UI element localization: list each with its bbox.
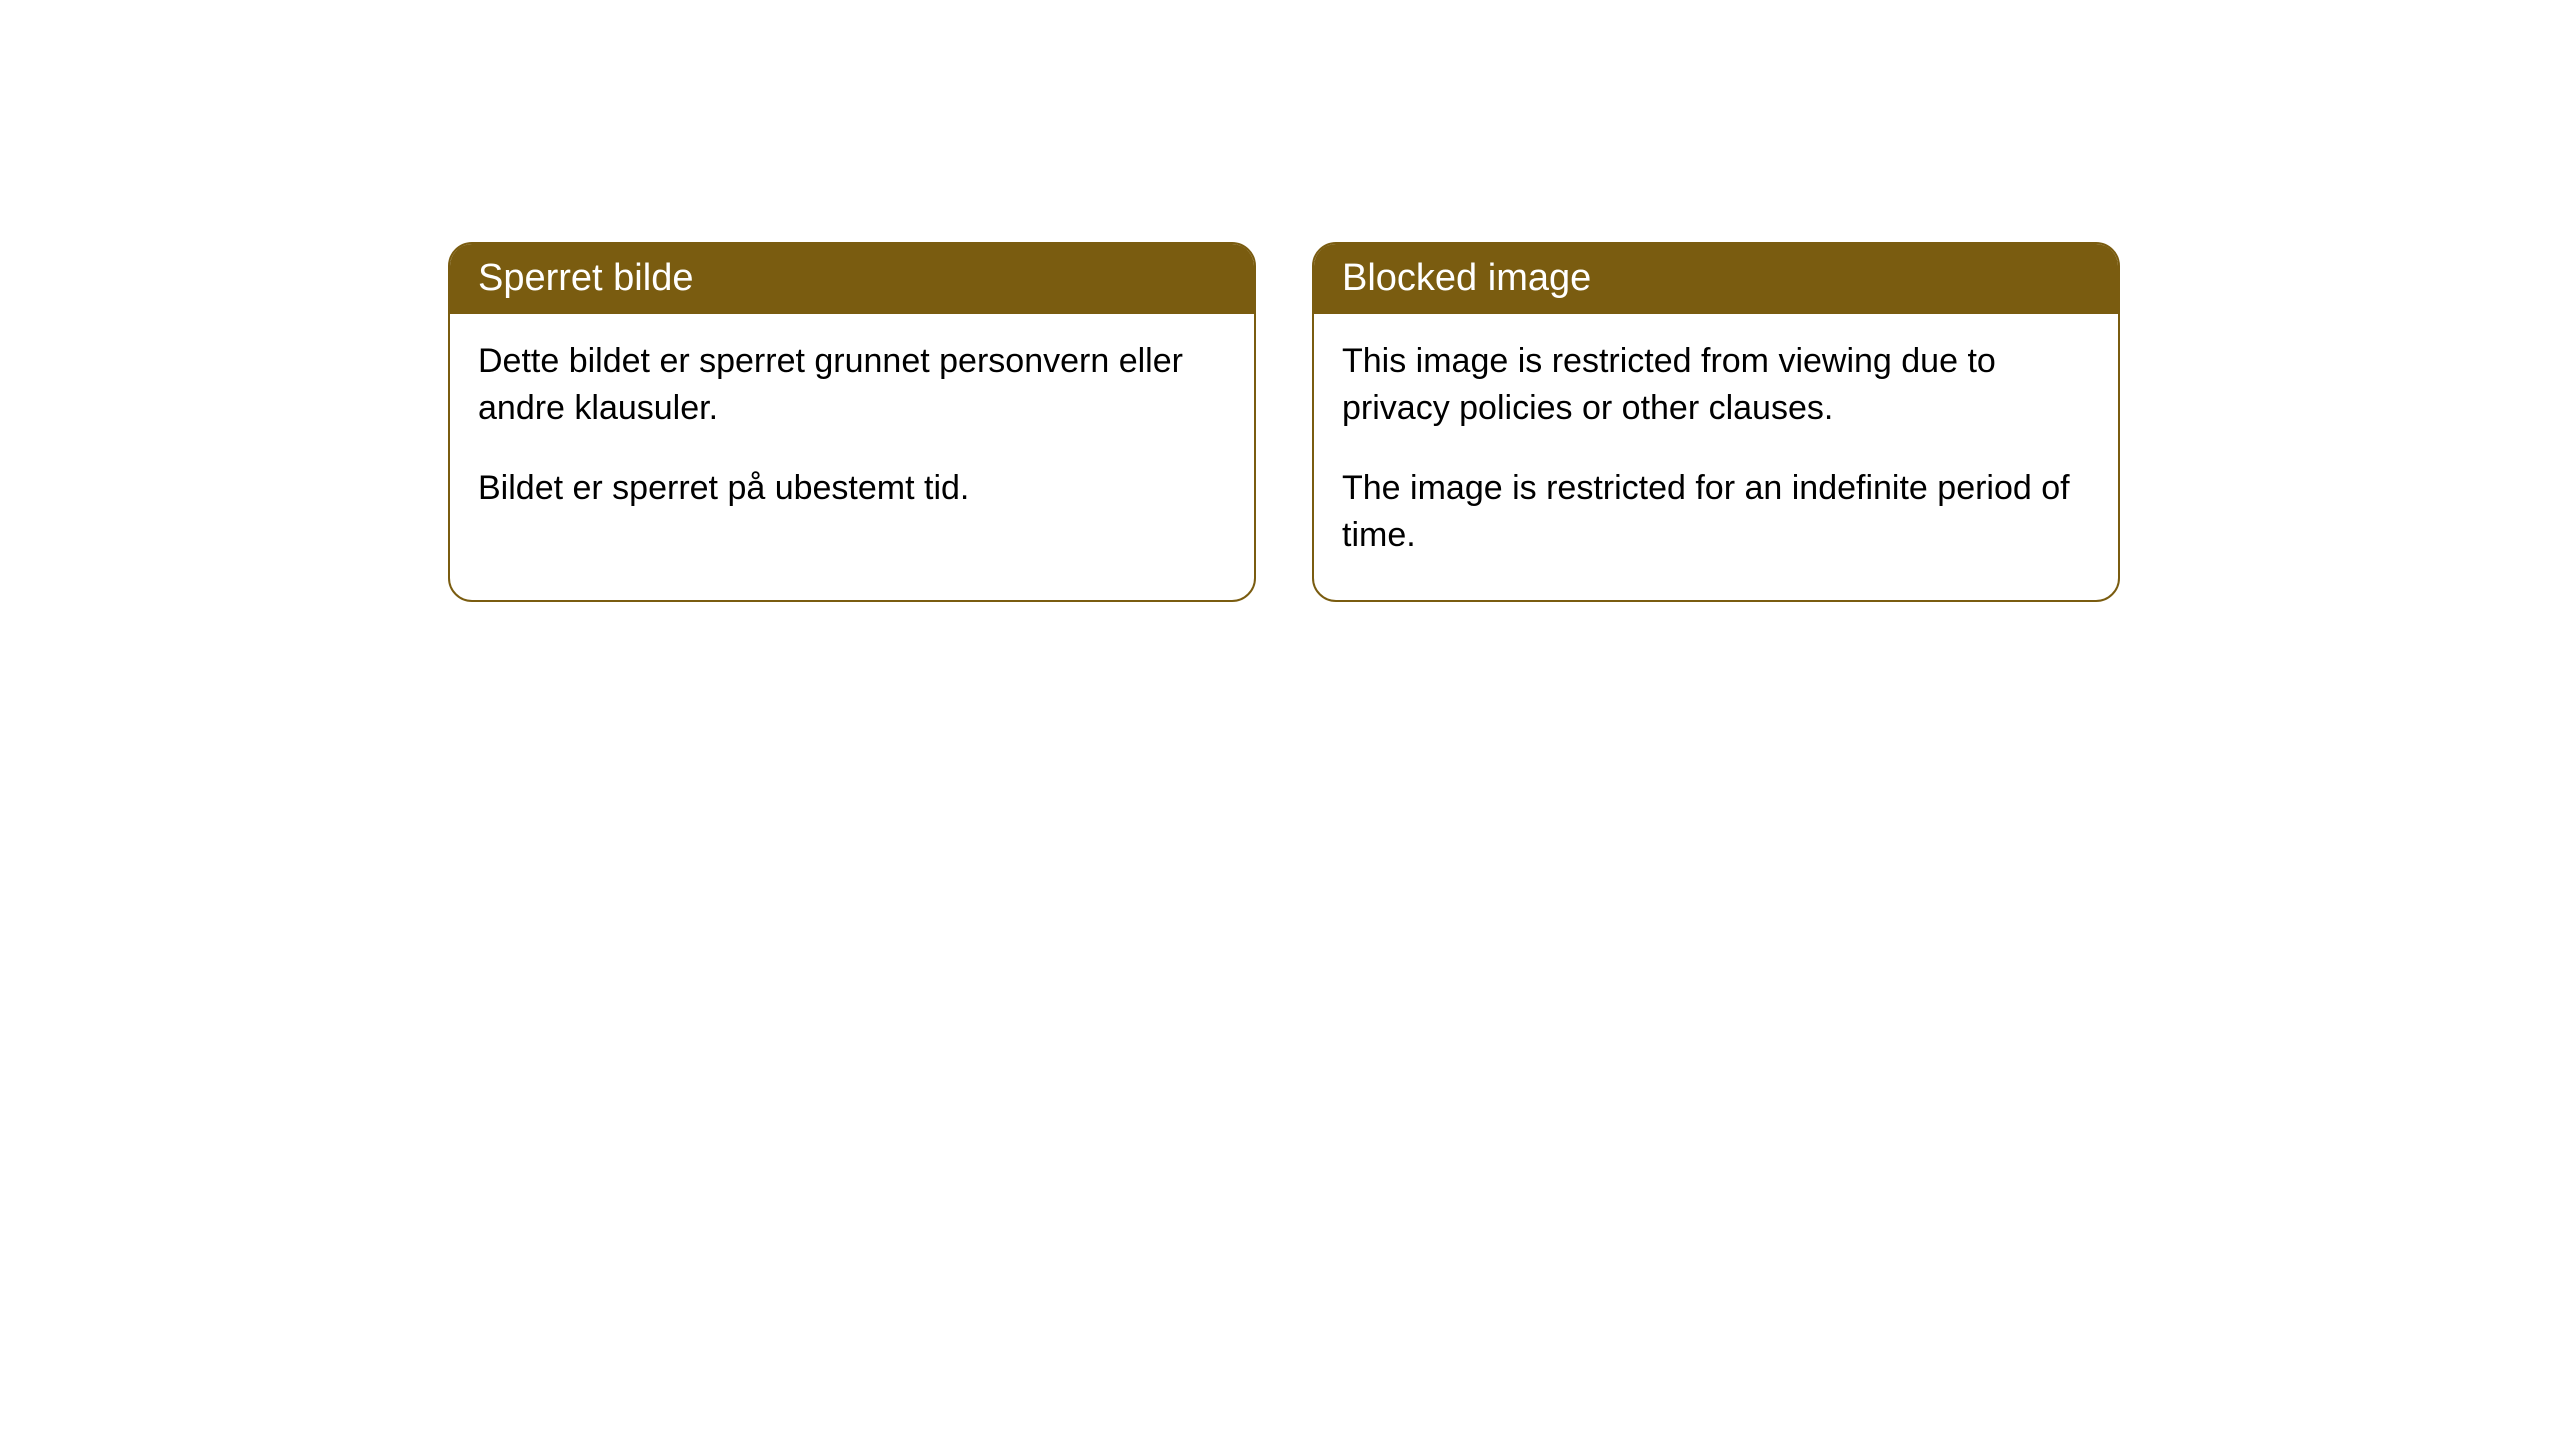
card-body: This image is restricted from viewing du… <box>1314 314 2118 600</box>
blocked-image-card-norwegian: Sperret bilde Dette bildet er sperret gr… <box>448 242 1256 602</box>
card-body: Dette bildet er sperret grunnet personve… <box>450 314 1254 553</box>
blocked-image-card-english: Blocked image This image is restricted f… <box>1312 242 2120 602</box>
card-header: Sperret bilde <box>450 244 1254 314</box>
card-paragraph: The image is restricted for an indefinit… <box>1342 465 2090 560</box>
cards-container: Sperret bilde Dette bildet er sperret gr… <box>0 0 2560 602</box>
card-paragraph: Bildet er sperret på ubestemt tid. <box>478 465 1226 513</box>
card-header: Blocked image <box>1314 244 2118 314</box>
card-paragraph: This image is restricted from viewing du… <box>1342 338 2090 433</box>
card-paragraph: Dette bildet er sperret grunnet personve… <box>478 338 1226 433</box>
